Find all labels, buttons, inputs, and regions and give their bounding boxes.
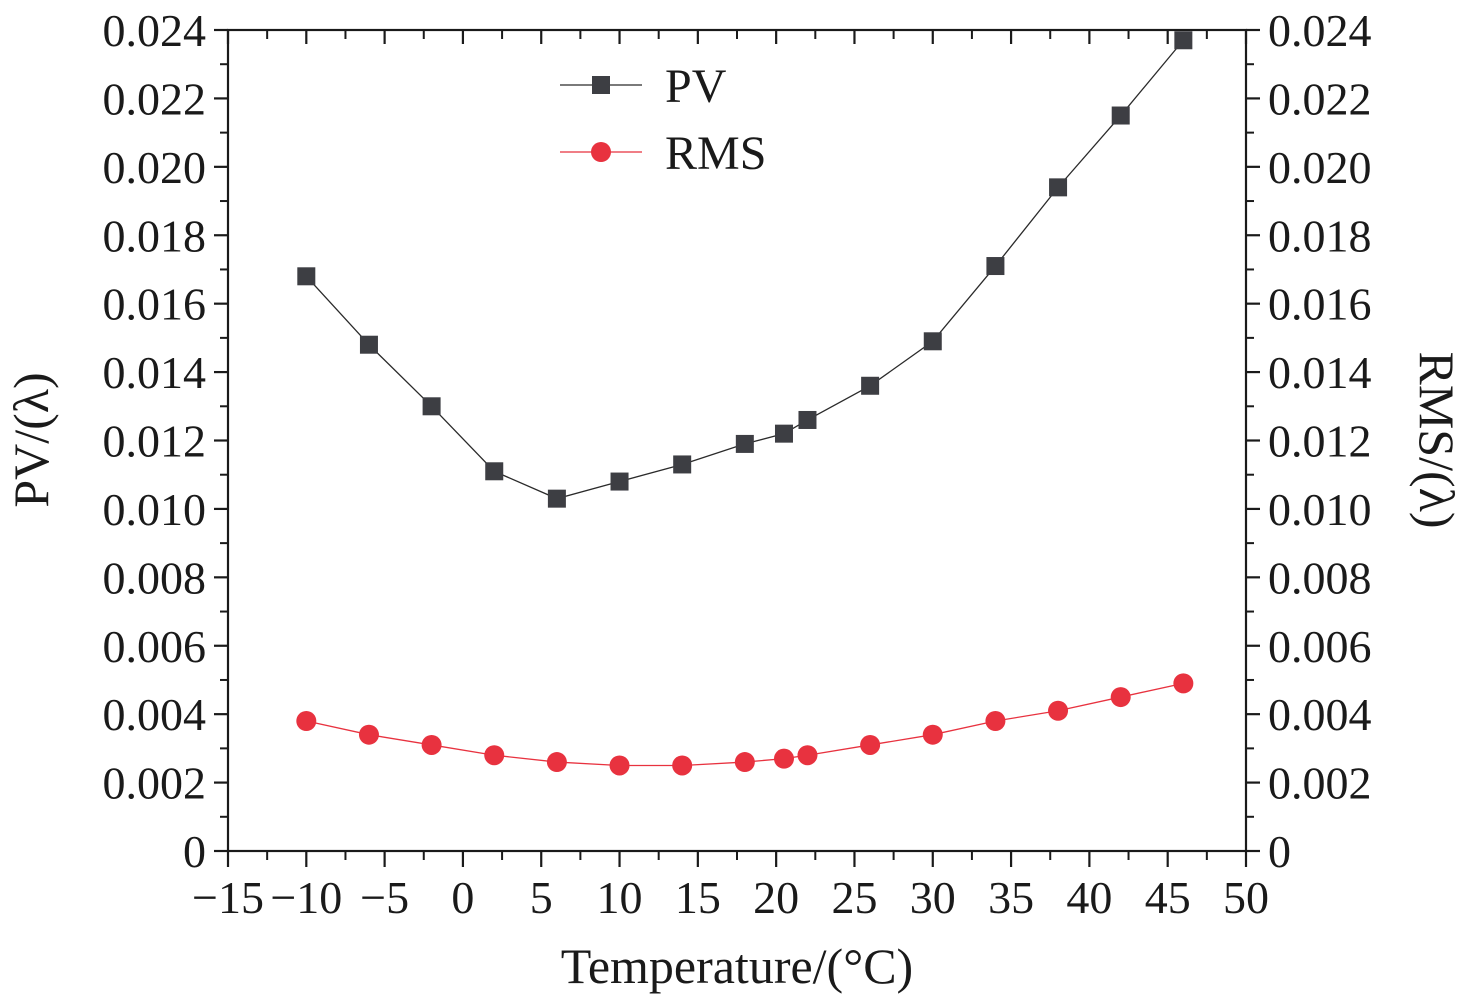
- y-tick-label-left: 0.004: [103, 689, 207, 740]
- x-tick-label: 30: [910, 872, 956, 923]
- x-tick-label: 25: [831, 872, 877, 923]
- y-tick-label-right: 0.008: [1268, 552, 1372, 603]
- rms-point: [484, 745, 505, 766]
- pv-point: [547, 489, 566, 508]
- y-tick-label-left: 0.014: [103, 347, 207, 398]
- rms-point: [860, 734, 881, 755]
- rms-point: [358, 724, 379, 745]
- rms-series-line: [306, 682, 1184, 767]
- y-tick-label-right: 0.020: [1268, 142, 1372, 193]
- y-tick-label-right: 0.010: [1268, 484, 1372, 535]
- pv-point: [673, 455, 692, 474]
- y-tick-label-left: 0.024: [103, 5, 207, 56]
- rms-point: [797, 745, 818, 766]
- x-tick-label: 20: [753, 872, 799, 923]
- legend: PV RMS: [560, 60, 766, 180]
- pv-series-line: [305, 39, 1184, 500]
- x-tick-label: 50: [1223, 872, 1269, 923]
- x-axis-title: Temperature/(°C): [561, 938, 913, 994]
- y-tick-label-right: 0.018: [1268, 210, 1372, 261]
- x-tick-label: 40: [1066, 872, 1112, 923]
- pv-point: [359, 335, 378, 354]
- pv-point: [1174, 31, 1193, 50]
- x-tick-label: 10: [597, 872, 643, 923]
- pv-point: [1049, 178, 1068, 197]
- y-tick-label-right: 0.002: [1268, 758, 1372, 809]
- y-tick-label-right: 0.012: [1268, 416, 1372, 467]
- rms-point: [985, 711, 1006, 732]
- rms-point: [296, 711, 317, 732]
- y-tick-label-left: 0.006: [103, 621, 207, 672]
- y-tick-label-left: 0.012: [103, 416, 207, 467]
- y-tick-label-left: 0.008: [103, 552, 207, 603]
- rms-point: [1110, 687, 1131, 708]
- pv-point: [861, 376, 880, 395]
- x-tick-label: −10: [270, 872, 342, 923]
- y-tick-label-right: 0.014: [1268, 347, 1372, 398]
- y-tick-label-right: 0: [1268, 826, 1291, 877]
- y-tick-label-left: 0: [183, 826, 206, 877]
- pv-point: [297, 267, 316, 286]
- rms-point: [1173, 673, 1194, 694]
- x-tick-label: −5: [360, 872, 409, 923]
- series-layer: [296, 31, 1194, 776]
- y-tick-label-left: 0.002: [103, 758, 207, 809]
- rms-point: [922, 724, 943, 745]
- y-tick-label-right: 0.004: [1268, 689, 1372, 740]
- rms-point: [734, 752, 755, 773]
- pv-point: [735, 434, 754, 453]
- pv-point: [798, 410, 817, 429]
- legend-pv-label: PV: [665, 60, 727, 113]
- pv-point: [485, 462, 504, 481]
- x-tick-label: 5: [530, 872, 553, 923]
- rms-point: [546, 752, 567, 773]
- legend-rms-marker: [591, 142, 611, 162]
- rms-point: [773, 748, 794, 769]
- y-tick-label-left: 0.020: [103, 142, 207, 193]
- y-tick-label-left: 0.018: [103, 210, 207, 261]
- legend-pv-marker: [592, 76, 610, 94]
- pv-point: [774, 424, 793, 443]
- x-tick-label: −15: [192, 872, 264, 923]
- axes-layer: −15 −10 −5 0 5 10 15 20 25 30 35 40 45 500 00.002 0.002…: [103, 5, 1372, 923]
- y-tick-label-right: 0.016: [1268, 279, 1372, 330]
- rms-point: [609, 755, 630, 776]
- x-tick-label: 0: [451, 872, 474, 923]
- pv-point: [422, 397, 441, 416]
- rms-point: [672, 755, 693, 776]
- y-tick-label-right: 0.022: [1268, 73, 1372, 124]
- rms-point: [421, 734, 442, 755]
- pv-point: [610, 472, 629, 491]
- legend-rms-label: RMS: [665, 127, 766, 180]
- y-tick-label-left: 0.010: [103, 484, 207, 535]
- y-axis-title-right: RMS/(λ): [1409, 351, 1465, 528]
- pv-point: [1111, 106, 1130, 125]
- x-tick-label: 15: [675, 872, 721, 923]
- pv-point: [986, 257, 1005, 276]
- y-tick-label-left: 0.022: [103, 73, 207, 124]
- y-tick-label-right: 0.006: [1268, 621, 1372, 672]
- pv-point: [923, 332, 942, 351]
- y-axis-title-left: PV/(λ): [3, 372, 59, 507]
- x-tick-label: 35: [988, 872, 1034, 923]
- rms-point: [1048, 700, 1069, 721]
- y-tick-label-left: 0.016: [103, 279, 207, 330]
- x-tick-label: 45: [1145, 872, 1191, 923]
- y-tick-label-right: 0.024: [1268, 5, 1372, 56]
